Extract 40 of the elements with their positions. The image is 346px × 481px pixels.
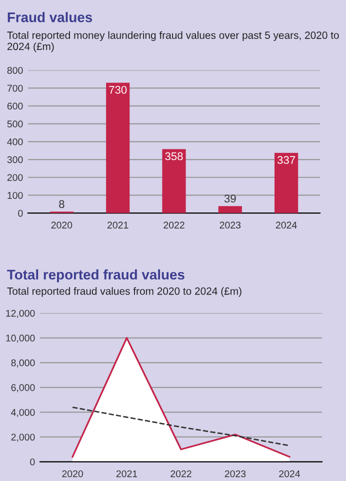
y-tick-label: 0 [30,458,35,466]
y-tick-label: 6,000 [11,384,35,392]
bar [274,152,298,214]
y-tick-label: 700 [7,84,23,92]
chart-subtitle: Total reported money laundering fraud values over past 5 years, 2020 to 2024 (£m) [7,31,339,52]
x-tick-label: 2021 [116,470,138,478]
data-label: 730 [109,86,127,94]
line-series [72,406,290,446]
x-tick-label: 2024 [276,222,297,229]
y-tick-label: 100 [8,192,23,199]
bar [218,206,242,214]
x-tick-label: 2020 [62,470,83,478]
chart-subtitle: Total reported fraud values from 2020 to 2024 (£m) [7,287,242,297]
y-tick-label: 800 [7,66,23,74]
y-tick-label: 8,000 [11,359,35,368]
y-tick-label: 10,000 [6,334,35,343]
chart-title: Fraud values [8,12,92,22]
x-tick-label: 2023 [224,470,246,478]
y-tick-label: 300 [7,156,23,164]
data-label: 8 [59,200,64,208]
x-tick-label: 2021 [108,222,128,229]
x-tick-label: 2023 [220,222,241,229]
x-tick-label: 2022 [164,222,184,229]
y-tick-label: 400 [7,138,23,146]
x-tick-label: 2022 [170,470,192,478]
bar [162,149,186,214]
y-tick-label: 2,000 [11,434,35,442]
y-tick-label: 200 [7,174,23,181]
data-label: 39 [224,194,236,202]
y-tick-label: 4,000 [11,408,35,417]
y-tick-label: 500 [7,120,23,128]
x-tick-label: 2024 [279,470,300,478]
y-tick-label: 600 [7,102,23,110]
y-tick-label: 12,000 [6,310,35,318]
data-label: 337 [277,156,296,164]
y-tick-label: 0 [18,210,23,217]
chart-title: Total reported fraud values [7,269,184,282]
bar [106,82,130,214]
x-tick-label: 2020 [51,222,72,229]
data-label: 358 [165,152,183,160]
